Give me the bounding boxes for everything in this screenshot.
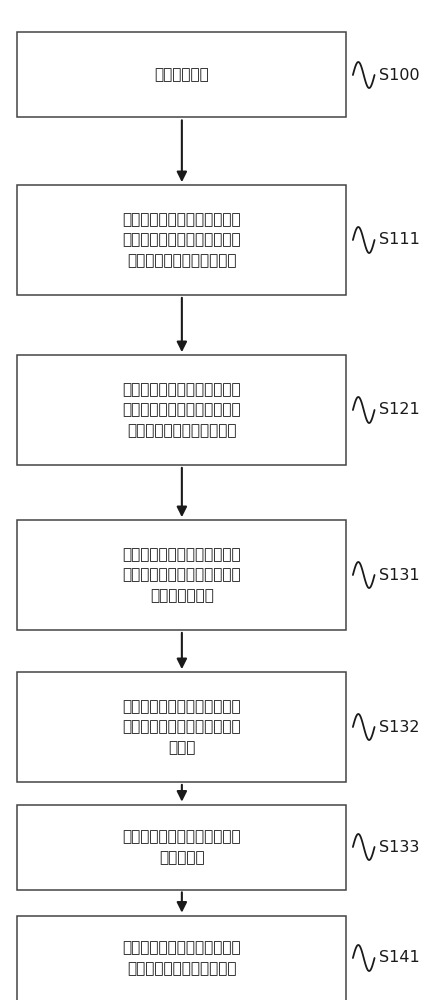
Text: 根据潮流计算结果计算个体的
目标函数值: 根据潮流计算结果计算个体的 目标函数值 [123, 829, 241, 865]
Bar [17, 32, 346, 117]
Text: 根据变压器分接头的档位值计
算个体的潮流，并生成潮流计
算结果: 根据变压器分接头的档位值计 算个体的潮流，并生成潮流计 算结果 [123, 699, 241, 755]
Text: 根据待选线路的编号和最大容
抗值对电容器的串联补偿容抗
值进行编码，形成初始种群: 根据待选线路的编号和最大容 抗值对电容器的串联补偿容抗 值进行编码，形成初始种群 [123, 382, 241, 438]
Text: 设置目标参数: 设置目标参数 [155, 68, 209, 83]
Text: S100: S100 [379, 68, 420, 83]
Text: S132: S132 [379, 720, 420, 734]
Text: S133: S133 [379, 840, 419, 854]
Text: S111: S111 [379, 232, 420, 247]
Text: 根据目标参数获取电容器的待
选线路、待选线路的编号以及
待选线路对应的最大容抗值: 根据目标参数获取电容器的待 选线路、待选线路的编号以及 待选线路对应的最大容抗值 [123, 212, 241, 268]
Bar [17, 185, 346, 295]
Text: S121: S121 [379, 402, 420, 418]
Bar [17, 916, 346, 1000]
Text: 对目标函数值进行解码，得到
电容器的安装位置和容抗值: 对目标函数值进行解码，得到 电容器的安装位置和容抗值 [123, 940, 241, 976]
Bar [17, 355, 346, 465]
Text: S141: S141 [379, 950, 420, 966]
Bar [17, 520, 346, 630]
Text: S131: S131 [379, 568, 420, 582]
Text: 对初始种群中的个体进行解码
，获得与待选线路对应的变压
器分接头档位值: 对初始种群中的个体进行解码 ，获得与待选线路对应的变压 器分接头档位值 [123, 547, 241, 603]
Bar [17, 672, 346, 782]
Bar [17, 804, 346, 890]
